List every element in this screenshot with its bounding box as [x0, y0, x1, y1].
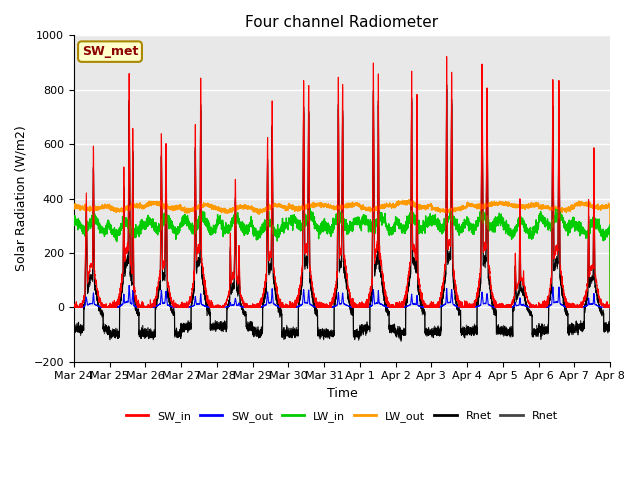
Legend: SW_in, SW_out, LW_in, LW_out, Rnet, Rnet: SW_in, SW_out, LW_in, LW_out, Rnet, Rnet [122, 407, 562, 426]
Title: Four channel Radiometer: Four channel Radiometer [245, 15, 438, 30]
X-axis label: Time: Time [326, 387, 357, 400]
Text: SW_met: SW_met [82, 45, 138, 58]
Y-axis label: Solar Radiation (W/m2): Solar Radiation (W/m2) [15, 126, 28, 271]
